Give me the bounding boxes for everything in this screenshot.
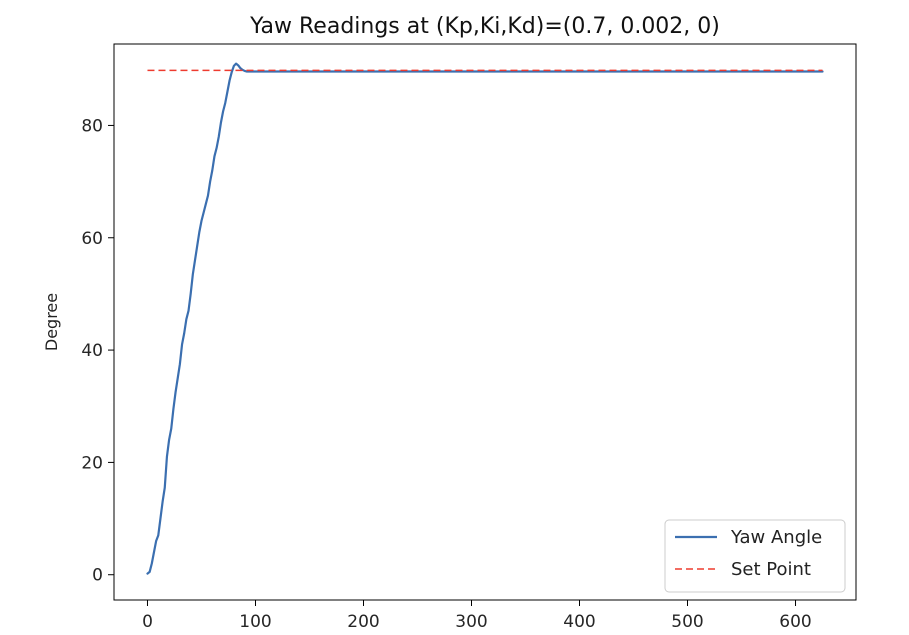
x-tick-label: 600 [779,612,811,632]
legend: Yaw Angle Set Point [664,519,846,593]
y-tick-label: 40 [81,341,103,361]
y-tick-label: 60 [81,229,103,249]
x-tick-label: 100 [239,612,271,632]
y-axis-label: Degree [42,293,61,351]
series-line-yaw-angle [146,62,824,575]
y-tick-label: 0 [92,566,103,586]
legend-label-set-point: Set Point [731,559,811,580]
plot-area [113,43,857,601]
y-axis: 0 20 40 60 80 [81,116,114,586]
x-tick-label: 400 [563,612,595,632]
x-axis: 0 100 200 300 400 500 600 [142,600,812,632]
chart-title: Yaw Readings at (Kp,Ki,Kd)=(0.7, 0.002, … [249,14,720,39]
legend-label-yaw-angle: Yaw Angle [730,527,822,548]
x-tick-label: 0 [142,612,153,632]
x-tick-label: 200 [347,612,379,632]
x-tick-label: 500 [671,612,703,632]
y-tick-label: 80 [81,116,103,136]
y-tick-label: 20 [81,453,103,473]
series-layer [146,62,824,575]
x-tick-label: 300 [455,612,487,632]
